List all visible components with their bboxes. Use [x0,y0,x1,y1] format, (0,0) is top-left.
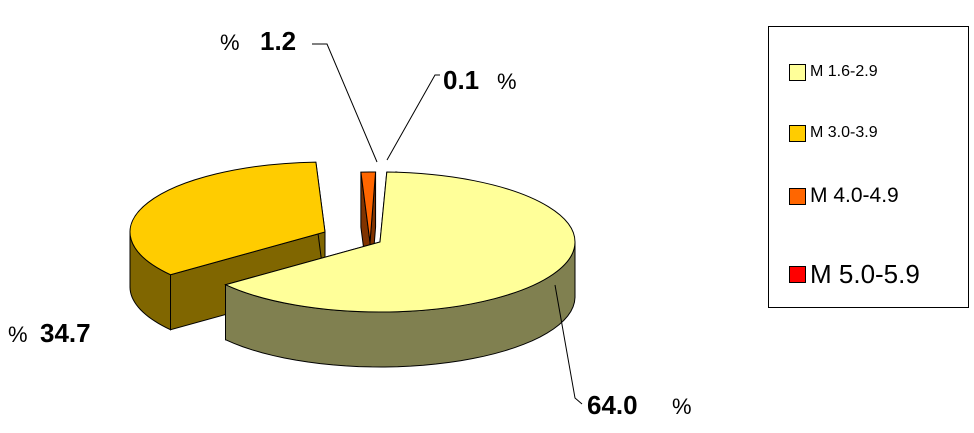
data-label-percent-4: % [497,69,517,94]
legend-label-3: M 4.0-4.9 [810,184,899,207]
legend-item-4: M 5.0-5.9 [789,259,920,290]
legend-item-1: M 1.6-2.9 [789,63,878,81]
data-label-percent-1: % [672,394,692,419]
legend-swatch-3 [789,187,806,205]
pie-slices [129,161,576,368]
data-label-percent-3: % [220,30,240,55]
leader-line-3 [312,43,378,163]
data-label-percent-2: % [8,322,28,347]
slice-2-top [129,161,326,276]
leader-line-4 [386,74,440,161]
legend-label-2: M 3.0-3.9 [810,124,878,141]
legend-swatch-2 [789,124,806,142]
data-label-value-3: 1.2 [260,26,296,56]
leader-lines [312,43,583,405]
data-label-value-4: 0.1 [443,65,479,95]
data-label-value-2: 34.7 [40,318,91,348]
leader-line-1 [554,284,583,405]
legend: M 1.6-2.9 M 3.0-3.9 M 4.0-4.9 M 5.0-5.9 [768,26,969,308]
slice-3-top [360,171,377,243]
data-labels: 64.0%% 34.7% 1.2 0.1% [8,26,692,420]
slice-1-top [224,171,576,313]
legend-swatch-1 [789,63,806,81]
data-label-value-1: 64.0 [587,390,638,420]
legend-swatch-4 [789,266,806,283]
legend-item-3: M 4.0-4.9 [789,184,899,208]
legend-item-2: M 3.0-3.9 [789,124,878,142]
slice-1 [224,171,576,368]
legend-label-4: M 5.0-5.9 [810,259,920,289]
legend-label-1: M 1.6-2.9 [810,63,878,80]
